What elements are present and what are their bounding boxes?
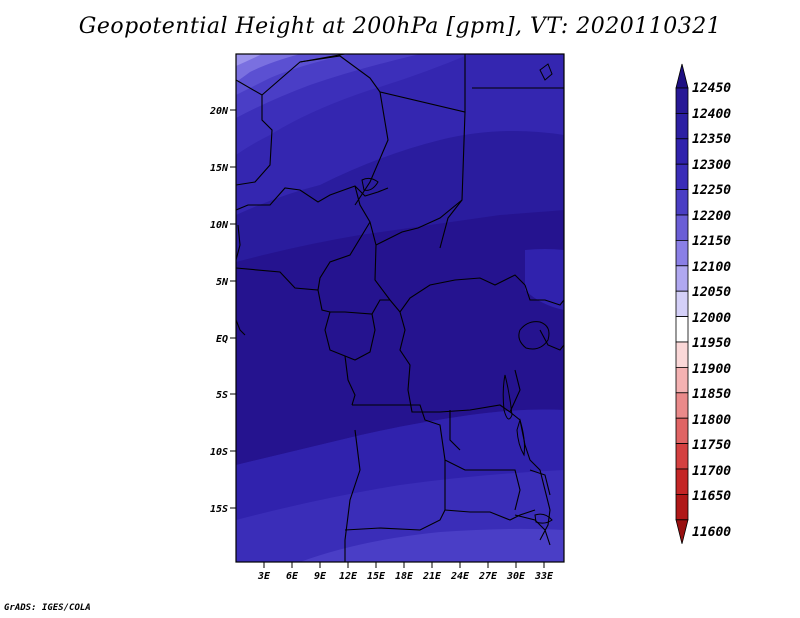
colorbar-swatch [675, 366, 689, 394]
colorbar-label-11900: 11900 [692, 362, 731, 377]
lat-label-15n: 15N [210, 163, 229, 174]
colorbar-label-12400: 12400 [692, 107, 731, 122]
colorbar-swatch [675, 341, 689, 368]
colorbar-label-12300: 12300 [692, 158, 731, 173]
lat-label-eq: EQ [216, 334, 228, 345]
lon-label-27e: 27E [478, 571, 498, 582]
lon-label-21e: 21E [422, 571, 442, 582]
colorbar-swatch [675, 163, 689, 190]
colorbar-label-11700: 11700 [692, 464, 731, 479]
colorbar-label-11950: 11950 [692, 336, 731, 351]
colorbar-swatch [675, 214, 689, 241]
colorbar-swatch [675, 239, 689, 267]
colorbar-bottom-arrow [675, 519, 689, 544]
colorbar-top-arrow [675, 63, 689, 89]
lat-label-15s: 15S [210, 504, 228, 515]
lon-axis [263, 562, 545, 568]
lon-label-6e: 6E [286, 571, 299, 582]
lon-label-18e: 18E [395, 571, 414, 582]
colorbar-swatch [675, 316, 689, 343]
colorbar-label-12050: 12050 [692, 285, 731, 300]
colorbar-label-11800: 11800 [692, 413, 731, 428]
colorbar-label-11650: 11650 [692, 489, 731, 504]
map-boundaries [236, 54, 564, 562]
lon-label-3e: 3E [257, 571, 271, 582]
colorbar-swatch [675, 493, 689, 521]
lat-label-10s: 10S [210, 447, 228, 458]
colorbar-swatch [675, 113, 689, 140]
lon-label-12e: 12E [339, 571, 358, 582]
grads-credit: GrADS: IGES/COLA [4, 603, 91, 613]
colorbar-swatch [675, 87, 689, 114]
map-contours [236, 54, 564, 562]
colorbar-swatch [675, 290, 689, 318]
colorbar-swatch [675, 138, 689, 165]
colorbar-swatch [675, 265, 689, 292]
colorbar [675, 63, 689, 544]
colorbar-label-12250: 12250 [692, 183, 731, 198]
lon-label-30e: 30E [506, 571, 526, 582]
lon-label-9e: 9E [314, 571, 327, 582]
lon-label-24e: 24E [450, 571, 470, 582]
lon-label-33e: 33E [534, 571, 554, 582]
colorbar-labels: 12450 12400 12350 12300 12250 12200 1215… [692, 81, 731, 540]
lat-label-20n: 20N [209, 106, 229, 117]
lat-axis [230, 109, 236, 509]
colorbar-label-12150: 12150 [692, 234, 731, 249]
colorbar-label-12200: 12200 [692, 209, 731, 224]
lat-label-5n: 5N [216, 277, 229, 288]
colorbar-label-11600: 11600 [692, 525, 731, 540]
colorbar-label-11750: 11750 [692, 438, 731, 453]
lat-label-5s: 5S [216, 390, 228, 401]
colorbar-swatch [675, 443, 689, 470]
lat-label-10n: 10N [210, 220, 229, 231]
colorbar-label-11850: 11850 [692, 387, 731, 402]
map-frame [235, 53, 565, 563]
colorbar-swatch [675, 468, 689, 495]
colorbar-label-12450: 12450 [692, 81, 731, 96]
colorbar-swatch [675, 189, 689, 216]
colorbar-label-12350: 12350 [692, 132, 731, 147]
colorbar-label-12100: 12100 [692, 260, 731, 275]
map-title: Geopotential Height at 200hPa [gpm], VT:… [78, 14, 722, 39]
colorbar-swatch [675, 417, 689, 445]
colorbar-swatch [675, 392, 689, 419]
colorbar-label-12000: 12000 [692, 311, 731, 326]
map-lakes [361, 63, 553, 524]
lon-label-15e: 15E [367, 571, 386, 582]
